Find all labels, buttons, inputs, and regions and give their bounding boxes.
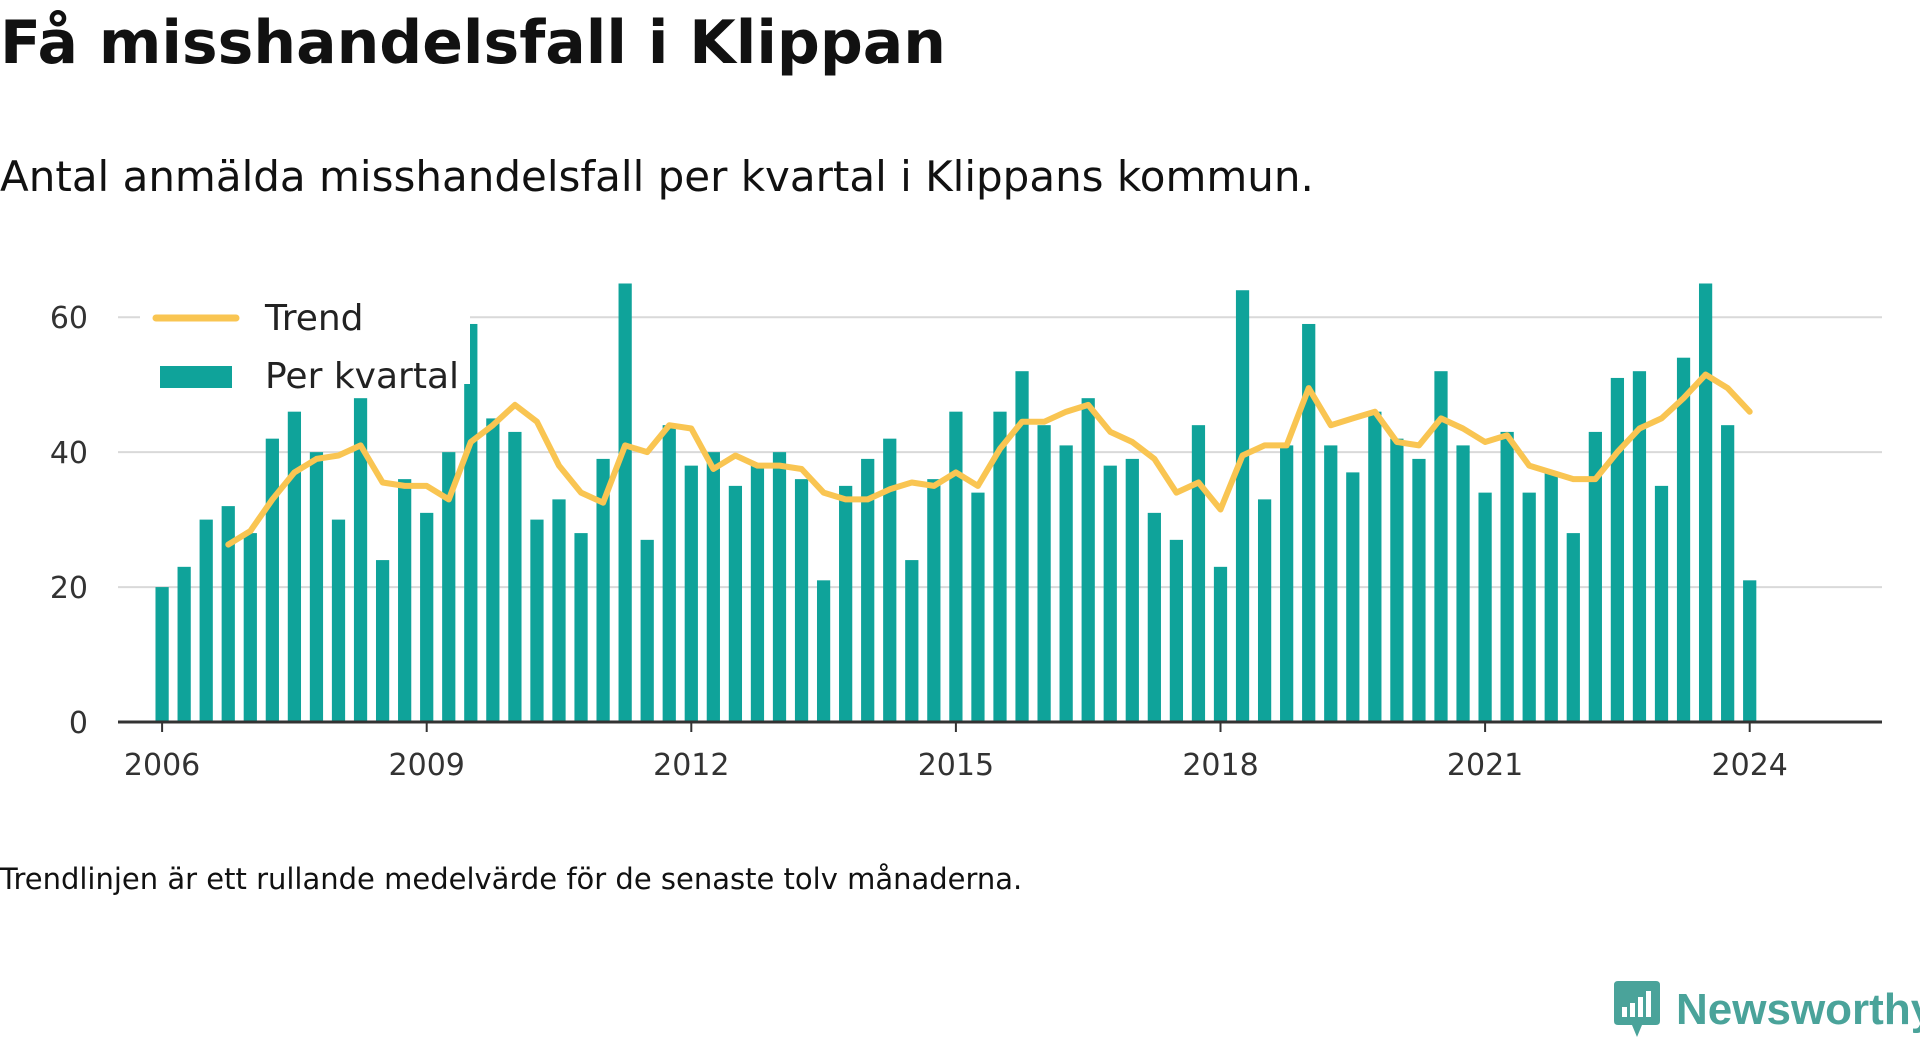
chart-note: Trendlinjen är ett rullande medelvärde f… — [0, 862, 1023, 896]
legend-trend-label: Trend — [264, 298, 364, 339]
bar — [199, 519, 213, 722]
bar — [375, 560, 390, 722]
bar — [1125, 458, 1139, 722]
bar — [1103, 465, 1117, 722]
bar — [486, 418, 500, 722]
bar — [1434, 371, 1448, 722]
bar — [772, 452, 787, 722]
bar — [1632, 371, 1647, 722]
legend: Trend Per kvartal — [140, 276, 470, 397]
y-tick-label: 40 — [50, 436, 88, 471]
bar — [662, 425, 676, 722]
bar — [1147, 512, 1161, 722]
bar — [1081, 398, 1095, 722]
chart-title: Få misshandelsfall i Klippan — [0, 8, 946, 78]
axes: 0 20 40 60 2006 2009 2012 2015 2018 2021 2024 — [50, 301, 1882, 783]
bar — [794, 479, 809, 722]
bar — [1235, 290, 1250, 722]
bar — [1059, 445, 1073, 722]
bar — [1566, 533, 1580, 722]
bar — [1213, 566, 1228, 722]
x-tick-label: 2021 — [1447, 748, 1523, 783]
bar — [420, 512, 434, 722]
bar — [1721, 425, 1735, 722]
x-tick-label: 2018 — [1182, 748, 1258, 783]
bar — [1368, 411, 1382, 722]
bar — [574, 533, 588, 722]
newsworthy-logo-icon — [1614, 981, 1660, 1037]
bar — [1743, 580, 1757, 722]
bar — [331, 519, 346, 722]
bar — [1456, 445, 1470, 722]
chart-subtitle: Antal anmälda misshandelsfall per kvarta… — [0, 152, 1314, 201]
bar — [398, 479, 412, 722]
trend-line — [225, 371, 1753, 548]
bar — [1478, 492, 1492, 722]
bar — [1676, 357, 1691, 722]
x-tick-label: 2009 — [389, 748, 465, 783]
bar — [243, 533, 257, 722]
bar — [1280, 445, 1294, 722]
bar — [1169, 539, 1184, 722]
bar — [309, 452, 324, 722]
bar — [1610, 377, 1625, 722]
bar — [155, 587, 169, 722]
bar — [640, 539, 654, 722]
bar — [287, 411, 302, 722]
bar — [750, 465, 765, 722]
bar — [1390, 438, 1404, 722]
x-tick-label: 2015 — [918, 748, 994, 783]
bar — [1346, 472, 1360, 722]
chart: 0 20 40 60 2006 2009 2012 2015 2018 2021 2024 Tren… — [50, 276, 1882, 783]
bar — [265, 438, 279, 722]
trend-line-group — [225, 371, 1753, 548]
bar — [353, 398, 368, 722]
bar — [905, 560, 919, 722]
x-tick-label: 2006 — [124, 748, 200, 783]
bars — [155, 283, 1757, 722]
bar — [839, 485, 853, 722]
bar — [1588, 431, 1602, 722]
bar — [1544, 472, 1558, 722]
bar — [1324, 445, 1338, 722]
y-tick-label: 0 — [69, 706, 88, 741]
bar — [508, 431, 522, 722]
bar — [971, 492, 985, 722]
legend-bars-swatch — [160, 366, 232, 388]
bar — [1037, 425, 1051, 722]
bar — [464, 323, 478, 722]
bar — [596, 458, 610, 722]
bar — [1412, 458, 1426, 722]
bar — [706, 452, 720, 722]
brand-name: Newsworthy — [1676, 985, 1920, 1034]
bar — [1302, 323, 1316, 722]
x-tick-label: 2024 — [1712, 748, 1788, 783]
bar — [883, 438, 897, 722]
y-tick-label: 20 — [50, 571, 88, 606]
bar — [684, 465, 698, 722]
legend-bars-label: Per kvartal — [265, 356, 459, 397]
bar — [993, 411, 1007, 722]
bar — [1015, 371, 1029, 722]
bar — [1698, 283, 1713, 722]
bar — [552, 499, 566, 722]
bar — [927, 479, 941, 722]
bar — [618, 283, 632, 722]
bar — [861, 458, 875, 722]
bar — [1191, 425, 1206, 722]
bar — [1522, 492, 1536, 722]
bar — [949, 411, 963, 722]
brand-logo: Newsworthy — [1612, 980, 1920, 1040]
bar — [1257, 499, 1272, 722]
bar — [1654, 485, 1669, 722]
bar — [816, 580, 831, 722]
y-tick-label: 60 — [50, 301, 88, 336]
bar — [728, 485, 743, 722]
bar — [1500, 431, 1514, 722]
bar — [442, 452, 456, 722]
bar — [221, 506, 235, 722]
bar — [177, 566, 191, 722]
x-tick-label: 2012 — [653, 748, 729, 783]
bar — [530, 519, 544, 722]
